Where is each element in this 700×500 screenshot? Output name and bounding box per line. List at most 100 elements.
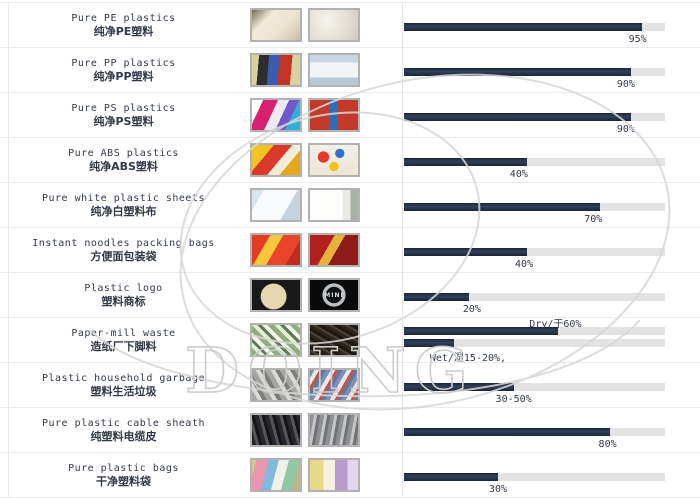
- material-name-zh: 塑料商标: [101, 294, 146, 308]
- photo-white-rolls-closeup: [308, 188, 360, 222]
- material-label: Pure PS plastics 纯净PS塑料: [0, 93, 247, 137]
- bar-fill: [404, 293, 470, 301]
- left-border-line: [8, 2, 9, 498]
- bar-track: [404, 473, 665, 481]
- bar-track: [404, 248, 665, 256]
- bar-cell: 40%: [402, 138, 700, 182]
- bar-track: [404, 383, 665, 391]
- bar-track: [404, 293, 665, 301]
- material-name-en: Instant noodles packing bags: [32, 237, 215, 249]
- bar-value-label: 40%: [515, 259, 534, 270]
- table-row: Paper-mill waste 造纸厂下脚料 Dry/干60% Wet/湿15…: [0, 318, 700, 364]
- bar-value-label-dry: Dry/干60%: [529, 319, 582, 330]
- photo-pe-tube-stack: [250, 8, 302, 42]
- bar-track: [404, 68, 665, 76]
- photo-cell: [247, 408, 402, 452]
- photo-abs-push-pins: [308, 143, 360, 177]
- material-name-zh: 方便面包装袋: [90, 249, 157, 263]
- material-label: Plastic logo 塑料商标: [0, 273, 247, 317]
- material-label: Pure plastic bags 干净塑料袋: [0, 453, 247, 497]
- bar-fill: [404, 158, 527, 166]
- material-label: Instant noodles packing bags 方便面包装袋: [0, 228, 247, 272]
- photo-garbage-gray-bags: [250, 368, 302, 402]
- bar-fill-wet: [404, 339, 454, 347]
- bar-track: [404, 23, 665, 31]
- bar-value-label: 40%: [509, 169, 528, 180]
- photo-cell: [247, 3, 402, 47]
- bar-zone: 40%: [404, 138, 665, 182]
- bar-track: [404, 113, 665, 121]
- photo-tshirt-bags-colorful: [250, 458, 302, 492]
- table-row: Instant noodles packing bags 方便面包装袋 40%: [0, 228, 700, 273]
- bar-value-label: 30-50%: [495, 394, 532, 405]
- material-name-en: Plastic household garbage: [41, 372, 205, 384]
- material-name-zh: 纯净PE塑料: [93, 24, 154, 38]
- table-row: Pure plastic cable sheath 纯塑料电缆皮 80%: [0, 408, 700, 453]
- bar-zone: 70%: [404, 183, 665, 227]
- photo-mini-logo: MINI: [308, 278, 360, 312]
- material-name-en: Pure PE plastics: [71, 12, 176, 24]
- photo-papermill-dark-granules: [308, 323, 360, 357]
- material-name-en: Pure PP plastics: [71, 57, 176, 69]
- material-name-zh: 造纸厂下脚料: [90, 339, 157, 353]
- photo-papermill-shred-green: [250, 323, 302, 357]
- photo-pe-clear-flakes: [308, 8, 360, 42]
- photo-bags-pastel-print: [308, 458, 360, 492]
- bar-track: [404, 203, 665, 211]
- bar-cell: 70%: [402, 183, 700, 227]
- bar-zone: 95%: [404, 3, 665, 47]
- photo-cell: [247, 453, 402, 497]
- material-name-en: Paper-mill waste: [71, 327, 176, 339]
- bar-track: [404, 428, 665, 436]
- material-label: Pure PE plastics 纯净PE塑料: [0, 3, 247, 47]
- bar-zone: 80%: [404, 408, 665, 452]
- bar-zone: 30-50%: [404, 363, 665, 407]
- material-label: Plastic household garbage 塑料生活垃圾: [0, 363, 247, 407]
- bar-value-label: 20%: [462, 304, 481, 315]
- photo-abs-yellow-red-pins: [250, 143, 302, 177]
- bar-zone: 90%: [404, 48, 665, 92]
- material-label: Pure white plastic sheets 纯净白塑料布: [0, 183, 247, 227]
- bar-cell: 95%: [402, 3, 700, 47]
- material-name-zh: 纯净白塑料布: [90, 204, 157, 218]
- bar-fill: [404, 248, 527, 256]
- material-name-en: Pure ABS plastics: [68, 147, 179, 159]
- material-name-zh: 纯净PS塑料: [93, 114, 154, 128]
- material-name-en: Pure plastic cable sheath: [41, 417, 205, 429]
- bar-cell: 30%: [402, 453, 700, 497]
- table-row: Pure PP plastics 纯净PP塑料 90%: [0, 48, 700, 93]
- photo-cell: [247, 363, 402, 407]
- bar-track: [404, 158, 665, 166]
- table-row: Plastic logo 塑料商标 MINI 20%: [0, 273, 700, 318]
- bar-zone: 40%: [404, 228, 665, 272]
- bar-fill: [404, 23, 642, 31]
- bar-zone: 90%: [404, 93, 665, 137]
- material-name-en: Plastic logo: [84, 282, 163, 294]
- bar-value-label: 80%: [598, 439, 617, 450]
- photo-ps-stacked-cups: [308, 98, 360, 132]
- photo-cell: [247, 228, 402, 272]
- bar-fill: [404, 113, 632, 121]
- material-name-en: Pure plastic bags: [68, 462, 179, 474]
- bar-fill: [404, 203, 600, 211]
- material-name-zh: 纯净ABS塑料: [89, 159, 158, 173]
- material-label: Pure PP plastics 纯净PP塑料: [0, 48, 247, 92]
- bar-cell: Dry/干60% Wet/湿15-20%,: [402, 318, 700, 364]
- bar-fill: [404, 473, 498, 481]
- bar-cell: 90%: [402, 48, 700, 92]
- bar-cell: 40%: [402, 228, 700, 272]
- bar-value-label: 95%: [628, 34, 647, 45]
- mini-logo-text: MINI: [324, 291, 344, 299]
- bar-value-label-wet: Wet/湿15-20%,: [429, 353, 507, 364]
- photo-cable-sheath-black: [250, 413, 302, 447]
- photo-white-sheet-rolls: [250, 188, 302, 222]
- photo-cell: MINI: [247, 273, 402, 317]
- photo-noodle-bag-dark: [308, 233, 360, 267]
- material-label: Paper-mill waste 造纸厂下脚料: [0, 318, 247, 362]
- bar-zone: Dry/干60% Wet/湿15-20%,: [404, 318, 665, 364]
- bar-cell: 90%: [402, 93, 700, 137]
- material-name-en: Pure white plastic sheets: [41, 192, 205, 204]
- photo-noodle-bag-red: [250, 233, 302, 267]
